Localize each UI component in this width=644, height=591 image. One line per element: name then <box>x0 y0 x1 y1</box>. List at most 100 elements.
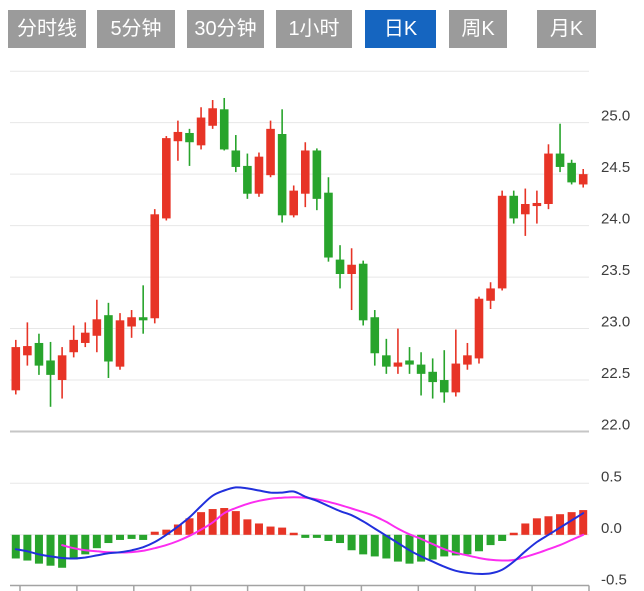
candle-body <box>463 355 472 365</box>
tab-weekly-k[interactable]: 周K <box>449 10 507 48</box>
candle-body <box>405 360 414 365</box>
candle-body <box>162 138 171 219</box>
macd-histogram-bar <box>463 534 472 555</box>
candle-body <box>578 174 588 185</box>
dif-line <box>14 486 585 575</box>
candle-body <box>555 153 565 167</box>
candle-body <box>567 162 576 183</box>
candle-body <box>335 259 345 275</box>
tab-1hour[interactable]: 1小时 <box>276 10 352 48</box>
y-axis-label: 0.5 <box>601 468 622 485</box>
y-axis-label: 23.5 <box>601 262 630 279</box>
candle-body <box>11 347 21 391</box>
macd-histogram-bar <box>46 534 55 566</box>
macd-histogram-bar <box>336 534 345 544</box>
candle-body <box>23 346 32 356</box>
y-axis-label: 22.5 <box>601 365 630 382</box>
macd-histogram-bar <box>81 534 90 555</box>
candle-body <box>69 339 78 353</box>
macd-histogram-bar <box>544 516 553 535</box>
y-axis-label: 22.0 <box>601 417 630 434</box>
candle-body <box>486 288 495 301</box>
candle-body <box>532 202 542 207</box>
macd-histogram-bar <box>451 534 460 556</box>
macd-histogram-bar <box>127 534 136 539</box>
macd-histogram-bar <box>34 534 43 564</box>
macd-histogram-bar <box>370 534 379 557</box>
candle-body <box>80 332 90 343</box>
candle-body <box>254 156 264 194</box>
macd-histogram-bar <box>486 534 495 546</box>
candle-body <box>57 355 67 381</box>
tab-timeline[interactable]: 分时线 <box>8 10 86 48</box>
macd-histogram-bar <box>58 534 67 568</box>
y-axis-label: 24.0 <box>601 211 630 228</box>
macd-histogram-bar <box>440 534 449 557</box>
y-axis-label: 24.5 <box>601 159 630 176</box>
macd-histogram-bar <box>301 534 310 538</box>
macd-histogram-bar <box>254 523 263 535</box>
candle-body <box>243 165 252 194</box>
candle-body <box>208 108 217 126</box>
macd-histogram-bar <box>579 510 588 535</box>
candle-body <box>219 109 229 150</box>
tab-monthly-k[interactable]: 月K <box>537 10 596 48</box>
macd-histogram-bar <box>23 534 32 561</box>
candle-body <box>347 264 356 275</box>
macd-histogram-bar <box>104 534 113 544</box>
candle-body <box>439 380 449 393</box>
macd-histogram-bar <box>92 534 101 549</box>
candle-body <box>544 153 553 205</box>
candle-body <box>266 128 275 176</box>
candle-body <box>138 317 148 321</box>
candle-body <box>104 315 113 362</box>
candle-body <box>428 371 437 383</box>
candle-body <box>196 117 206 146</box>
y-axis-label: -0.5 <box>601 571 627 588</box>
dea-line <box>61 496 585 562</box>
y-axis-label: 23.0 <box>601 314 630 331</box>
candle-body <box>92 319 102 336</box>
macd-histogram-bar <box>509 532 518 536</box>
macd-histogram-bar <box>220 508 229 535</box>
macd-histogram-bar <box>11 534 20 559</box>
macd-histogram-bar <box>266 526 275 535</box>
candle-body <box>324 192 333 258</box>
macd-histogram-bar <box>231 511 240 535</box>
tab-daily-k[interactable]: 日K <box>365 10 436 48</box>
macd-histogram-bar <box>428 534 437 560</box>
candle-body <box>173 131 183 142</box>
macd-histogram-bar <box>69 534 78 560</box>
timeframe-toolbar: 分时线 5分钟 30分钟 1小时 日K 周K 月K <box>0 0 644 58</box>
macd-histogram-bar <box>139 534 148 540</box>
candle-body <box>382 355 391 367</box>
candle-body <box>509 195 519 219</box>
macd-histogram-bar <box>243 519 252 535</box>
candle-body <box>370 317 380 354</box>
candle-body <box>185 132 194 143</box>
candle-body <box>127 317 136 327</box>
macd-histogram-bar <box>417 534 426 562</box>
macd-histogram-bar <box>498 534 507 541</box>
candle-body <box>416 364 426 374</box>
macd-histogram-bar <box>567 512 576 535</box>
y-axis-label: 0.0 <box>601 520 622 537</box>
candle-body <box>312 150 322 199</box>
candle-body <box>277 134 287 216</box>
candle-body <box>150 214 160 319</box>
candle-body <box>231 150 241 167</box>
macd-histogram-bar <box>197 512 206 535</box>
macd-histogram-bar <box>185 518 194 535</box>
macd-histogram-bar <box>289 532 298 536</box>
macd-histogram-bar <box>382 534 391 559</box>
y-axis-label: 25.0 <box>601 108 630 125</box>
tab-5min[interactable]: 5分钟 <box>97 10 175 48</box>
candle-body <box>451 363 461 393</box>
candle-body <box>34 342 44 366</box>
candle-body <box>393 362 403 367</box>
macd-histogram-bar <box>173 524 182 535</box>
macd-histogram-bar <box>393 534 402 562</box>
tab-30min[interactable]: 30分钟 <box>187 10 264 48</box>
macd-histogram-bar <box>150 531 159 535</box>
